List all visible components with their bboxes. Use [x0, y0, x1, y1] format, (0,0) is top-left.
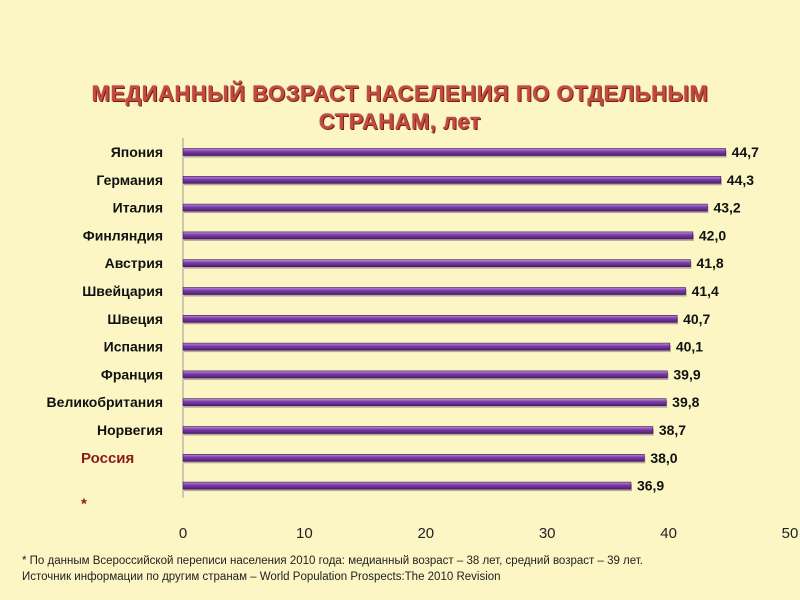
category-label: Финляндия	[83, 227, 163, 243]
russia-asterisk: *	[81, 495, 87, 512]
bar	[182, 148, 726, 156]
chart-title-line2: СТРАНАМ, лет	[318, 109, 482, 134]
category-label: Япония	[111, 144, 163, 160]
bar-value-label: 39,8	[672, 394, 699, 410]
bar	[182, 176, 722, 184]
category-label: Франция	[101, 366, 163, 382]
category-label: Германия	[96, 172, 163, 188]
category-label: Испания	[104, 339, 163, 355]
bar	[182, 231, 694, 240]
category-label: Австрия	[105, 255, 163, 271]
bar	[182, 453, 645, 462]
bar	[182, 259, 691, 268]
bar-value-label: 43,2	[713, 200, 740, 216]
bar	[182, 426, 654, 434]
bar	[182, 203, 708, 212]
category-label-highlight: Россия	[81, 450, 134, 467]
footnote-census: * По данным Всероссийской переписи насел…	[22, 555, 643, 567]
category-label: Швейцария	[82, 283, 163, 299]
category-label: Великобритания	[47, 394, 163, 410]
bar	[182, 287, 686, 295]
bar-value-label: 41,8	[696, 255, 723, 271]
category-label: Швеция	[107, 311, 163, 327]
bar-value-label: 41,4	[692, 283, 719, 299]
bar-value-label: 38,0	[650, 450, 677, 466]
chart-title-line1: МЕДИАННЫЙ ВОЗРАСТ НАСЕЛЕНИЯ ПО ОТДЕЛЬНЫМ	[91, 81, 709, 106]
bar-value-label: 40,1	[676, 339, 703, 355]
x-tick-label: 0	[179, 525, 187, 542]
bar-value-label: 36,9	[637, 478, 664, 494]
x-tick-label: 20	[417, 525, 434, 542]
bar-value-label: 39,9	[673, 366, 700, 382]
bar	[182, 314, 678, 323]
x-tick-label: 10	[296, 525, 313, 542]
bar	[182, 342, 671, 351]
bar-value-label: 38,7	[659, 422, 686, 438]
bar-value-label: 44,3	[727, 172, 754, 188]
x-tick-label: 50	[782, 525, 799, 542]
bar	[182, 398, 667, 407]
x-tick-label: 40	[660, 525, 677, 542]
category-label: Норвегия	[97, 422, 163, 438]
bar-value-label: 40,7	[683, 311, 710, 327]
bar	[182, 481, 632, 490]
bar-value-label: 42,0	[699, 227, 726, 243]
footnote-source: Источник информации по другим странам – …	[22, 571, 501, 583]
bar-value-label: 44,7	[732, 144, 759, 160]
category-label: Италия	[113, 200, 163, 216]
x-tick-label: 30	[539, 525, 556, 542]
bar	[182, 370, 668, 379]
